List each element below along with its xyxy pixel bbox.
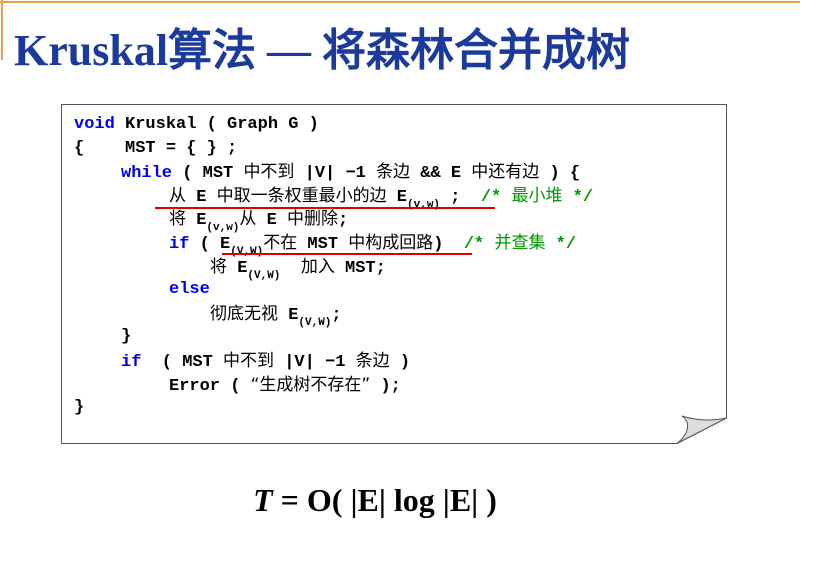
top-accent-rule (0, 1, 800, 3)
code-text: MST; (334, 258, 386, 278)
code-text: E (278, 305, 299, 325)
code-line: void Kruskal ( Graph G ) (74, 115, 319, 135)
keyword: if (121, 353, 142, 372)
code-text: E (386, 187, 408, 207)
subscript: (V,W) (247, 269, 281, 282)
code-text: 将 (169, 209, 186, 230)
code-box: void Kruskal ( Graph G ) { MST = { } ; whi… (61, 104, 727, 444)
subscript: (V,W) (230, 246, 264, 258)
subscript: (v,w) (206, 222, 240, 235)
formula-expression: = O( |E| log |E| ) (272, 482, 497, 518)
code-text: ) (389, 353, 411, 372)
code-text: && E (410, 164, 472, 184)
code-line: } (121, 327, 131, 347)
comment: 并查集 (494, 233, 546, 253)
code-text: E (186, 211, 207, 231)
comment: /* (463, 235, 495, 254)
comment: */ (562, 187, 594, 207)
code-text: 中不到 (223, 351, 275, 371)
code-text: ( MST (172, 164, 244, 184)
code-line: if ( MST 中不到 |V| −1 条边 ) (121, 351, 410, 373)
code-text: ; (440, 187, 481, 207)
code-text: E (227, 258, 248, 278)
code-text: ) (433, 235, 464, 254)
code-text (280, 259, 300, 278)
code-text: ) { (539, 164, 581, 184)
code-line: if ( E(V,W)不在 MST 中构成回路) /* 并查集 */ (169, 233, 577, 258)
code-text: E (256, 211, 288, 231)
slide-title: Kruskal算法 — 将森林合并成树 (14, 26, 631, 75)
code-text: 不在 (263, 233, 298, 253)
code-text: 从 (239, 209, 257, 230)
keyword: if (169, 235, 190, 254)
subscript: (V,W) (298, 316, 332, 329)
underline-2 (222, 253, 472, 255)
code-line: } (74, 398, 84, 418)
code-text: 中不到 (243, 162, 295, 183)
code-text: 中删除 (287, 209, 339, 230)
comment: /* (480, 187, 512, 207)
code-text: ( E (189, 235, 231, 254)
code-line: 将 E(v,w)从 E 中删除; (169, 209, 349, 235)
code-text: 中还有边 (471, 162, 540, 183)
code-text: E (186, 187, 217, 207)
code-text: 从 (169, 185, 186, 206)
code-text: |V| −1 (274, 353, 356, 372)
code-text: } (121, 327, 132, 347)
code-text: Error ( (169, 376, 251, 396)
keyword: while (121, 164, 173, 184)
code-text: 条边 (376, 162, 411, 183)
complexity-formula: T = O( |E| log |E| ) (0, 482, 750, 519)
code-text: 彻底无视 (210, 303, 278, 324)
folded-corner (676, 415, 727, 444)
code-text: 中取一条权重最小的边 (216, 185, 387, 206)
code-text: ( MST (141, 353, 224, 372)
underline-1 (155, 207, 495, 209)
code-line: 从 E 中取一条权重最小的边 E(v,w) ; /* 最小堆 */ (169, 185, 594, 211)
note-frame (61, 104, 727, 444)
code-text: ; (331, 305, 342, 325)
code-text: MST (297, 235, 349, 254)
left-accent-rule (1, 0, 3, 60)
code-line: else (169, 280, 210, 300)
code-text: 加入 (300, 256, 335, 277)
code-text: “生成树不存在” (250, 374, 371, 395)
code-line: { MST = { } ; (74, 139, 237, 159)
code-line: 彻底无视 E(V,W); (210, 303, 342, 329)
code-text: ; (338, 211, 349, 231)
comment: */ (545, 235, 577, 254)
code-text: 将 (210, 256, 227, 277)
formula-variable: T (253, 482, 273, 518)
code-line: Error ( “生成树不存在” ); (169, 375, 401, 397)
code-text: { MST = { } ; (74, 138, 238, 158)
code-text: 条边 (355, 351, 390, 371)
keyword: void (74, 115, 115, 134)
code-text: Kruskal ( Graph G ) (114, 115, 319, 134)
keyword: else (169, 280, 210, 300)
code-text: |V| −1 (294, 164, 377, 184)
code-line: while ( MST 中不到 |V| −1 条边 && E 中还有边 ) { (121, 162, 580, 184)
code-line: 将 E(V,W) 加入 MST; (210, 256, 386, 282)
comment: 最小堆 (511, 185, 563, 206)
code-text: 中构成回路 (348, 233, 434, 253)
code-text: } (74, 398, 85, 418)
code-text: ); (370, 376, 401, 396)
